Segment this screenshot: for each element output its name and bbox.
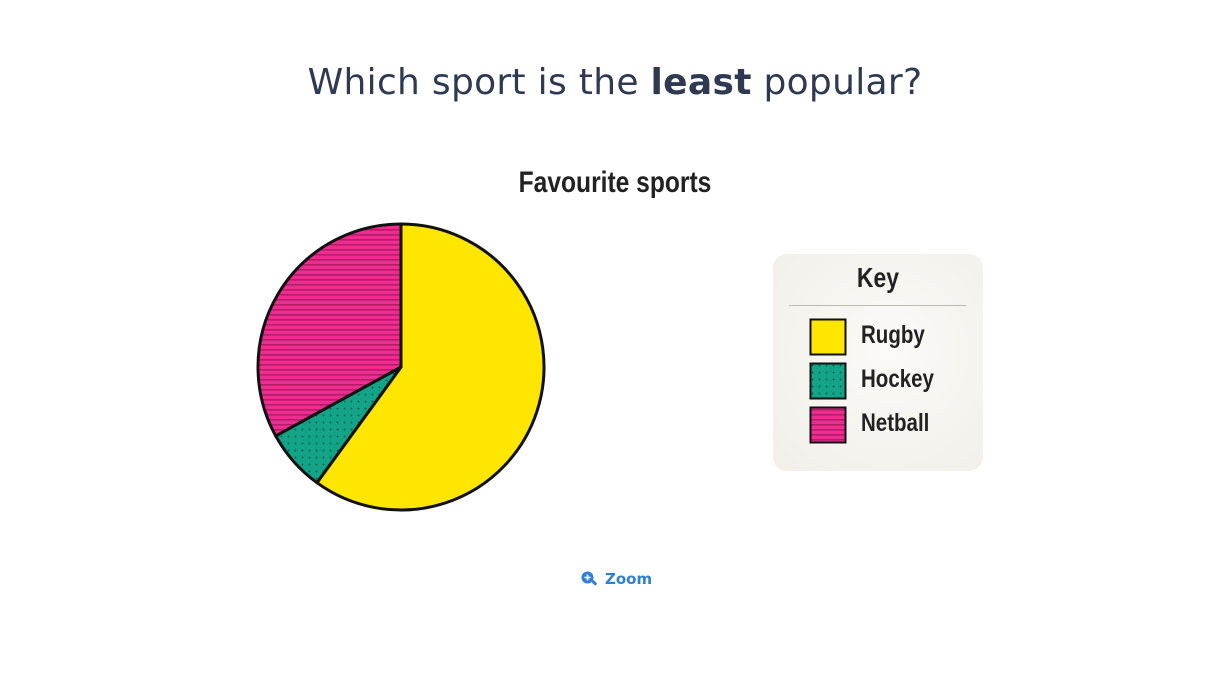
legend-label-rugby: Rugby: [861, 321, 925, 349]
chart-title: Favourite sports: [518, 166, 712, 199]
pie-slices: [256, 222, 546, 512]
question-suffix: popular?: [751, 62, 923, 103]
pie-chart: [256, 222, 546, 512]
pie-slice-netball: [256, 222, 403, 438]
legend-divider: [789, 305, 966, 306]
question-prefix: Which sport is the: [307, 62, 651, 103]
question-emphasis: least: [650, 62, 752, 103]
legend-item-hockey: Hockey: [809, 362, 979, 400]
legend-swatch-hockey: [809, 362, 847, 400]
pie-slice-rugby: [315, 222, 546, 512]
zoom-in-icon: [581, 571, 597, 586]
question-text: Which sport is the least popular?: [0, 62, 1230, 103]
legend-swatch-rugby: [809, 318, 847, 356]
legend-title: Key: [856, 262, 900, 293]
legend-item-rugby: Rugby: [809, 318, 979, 356]
legend-box: Key Rugby Hockey Netball: [773, 254, 983, 471]
zoom-button[interactable]: Zoom: [580, 568, 652, 590]
zoom-label: Zoom: [605, 570, 653, 588]
legend-swatch-netball: [809, 406, 847, 444]
legend-label-netball: Netball: [861, 409, 930, 437]
legend-label-hockey: Hockey: [861, 365, 934, 393]
legend-item-netball: Netball: [809, 406, 979, 444]
